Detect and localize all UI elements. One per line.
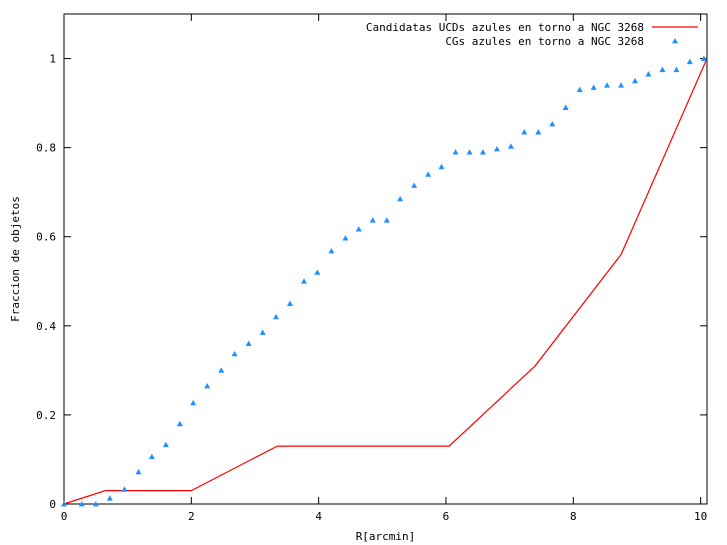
data-point-cgs [576, 86, 583, 93]
data-point-cgs [425, 171, 432, 177]
data-point-cgs [686, 58, 693, 65]
data-point-cgs [162, 441, 169, 448]
data-point-cgs [92, 501, 99, 507]
data-point-cgs [535, 129, 542, 135]
x-tick-label: 0 [61, 510, 68, 523]
data-point-cgs [604, 82, 611, 88]
y-tick-label: 0.4 [36, 320, 56, 333]
y-tick-label: 0.6 [36, 231, 56, 244]
legend-label: Candidatas UCDs azules en torno a NGC 32… [366, 21, 644, 34]
data-point-cgs [590, 84, 597, 90]
data-point-cgs [342, 235, 349, 241]
data-point-cgs [135, 468, 142, 475]
data-point-cgs [645, 71, 652, 77]
data-point-cgs [466, 149, 473, 155]
plot-frame [63, 13, 708, 505]
data-point-cgs [61, 501, 67, 507]
data-point-cgs [218, 367, 225, 373]
data-point-cgs [549, 121, 556, 127]
data-point-cgs [272, 313, 279, 320]
data-point-cgs [479, 149, 486, 155]
y-tick-label: 0.8 [36, 142, 56, 155]
data-point-cgs [438, 163, 445, 170]
x-tick-label: 8 [570, 510, 577, 523]
data-point-cgs [397, 195, 404, 202]
data-point-cgs [507, 143, 514, 149]
data-point-cgs [301, 278, 308, 284]
y-tick-label: 0.2 [36, 409, 56, 422]
data-point-cgs [632, 77, 639, 84]
x-tick-label: 2 [188, 510, 195, 523]
x-tick-label: 10 [694, 510, 707, 523]
data-point-cgs [383, 217, 390, 223]
data-point-cgs [314, 269, 321, 275]
data-point-cgs [493, 145, 500, 152]
data-point-cgs [106, 495, 113, 501]
legend-swatch-point [672, 38, 678, 44]
data-point-cgs [562, 104, 569, 110]
series-line-ucds [63, 58, 708, 505]
data-point-cgs [148, 453, 155, 460]
data-point-cgs [78, 501, 85, 507]
data-point-cgs [521, 129, 528, 135]
data-point-cgs [204, 382, 211, 389]
data-point-cgs [121, 486, 128, 492]
data-point-cgs [411, 182, 418, 188]
y-tick-label: 0 [49, 498, 56, 511]
data-point-cgs [659, 66, 666, 73]
data-point-cgs [287, 300, 294, 306]
data-point-cgs [328, 247, 335, 254]
data-point-cgs [190, 399, 197, 406]
x-axis-label: R[arcmin] [356, 530, 416, 543]
data-point-cgs [259, 329, 266, 335]
data-point-cgs [673, 66, 680, 73]
data-point-cgs [700, 55, 707, 61]
data-point-cgs [618, 82, 625, 88]
x-tick-label: 4 [315, 510, 322, 523]
y-tick-label: 1 [49, 53, 56, 66]
x-tick-label: 6 [443, 510, 450, 523]
data-point-cgs [369, 217, 376, 223]
data-point-cgs [355, 226, 362, 232]
legend-label: CGs azules en torno a NGC 3268 [445, 35, 644, 48]
data-point-cgs [176, 420, 183, 427]
y-axis-label: Fraccion de objetos [9, 196, 22, 322]
data-point-cgs [231, 350, 238, 357]
data-point-cgs [452, 149, 459, 155]
data-point-cgs [245, 340, 252, 347]
